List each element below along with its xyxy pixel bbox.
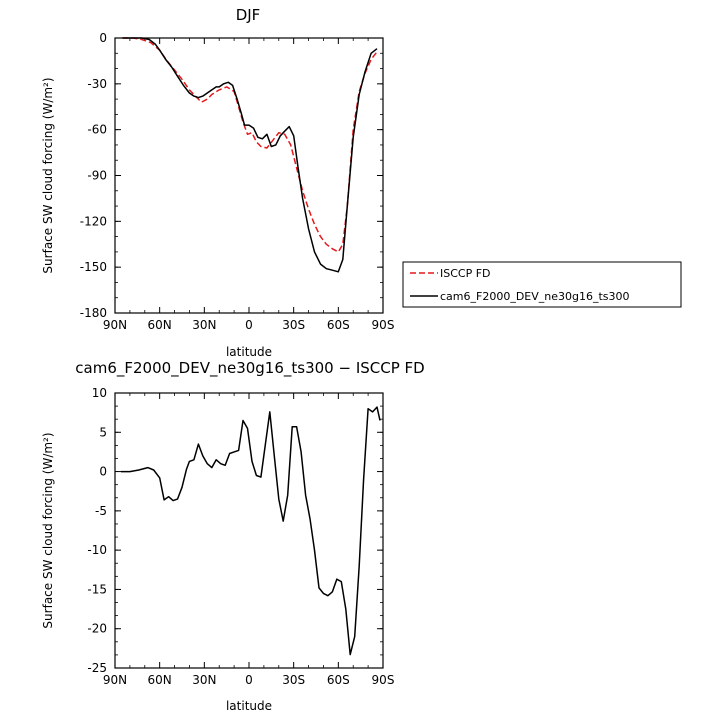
- x-tick-label: 60S: [327, 673, 350, 687]
- x-tick-label: 30S: [282, 673, 305, 687]
- x-tick-label: 90S: [372, 318, 395, 332]
- y-tick-label: -20: [87, 622, 107, 636]
- legend-label: cam6_F2000_DEV_ne30g16_ts300: [440, 290, 630, 303]
- y-tick-label: -180: [80, 306, 107, 320]
- series-line-isccp-fd: [122, 37, 378, 253]
- x-tick-label: 30S: [282, 318, 305, 332]
- x-axis-label: latitude: [226, 345, 272, 359]
- x-tick-label: 0: [245, 673, 253, 687]
- x-tick-label: 60N: [148, 673, 172, 687]
- y-tick-label: -25: [87, 661, 107, 675]
- x-tick-label: 30N: [192, 673, 216, 687]
- x-tick-label: 60N: [148, 318, 172, 332]
- x-tick-label: 0: [245, 318, 253, 332]
- series-line-difference: [121, 406, 381, 656]
- y-axis-label: Surface SW cloud forcing (W/m²): [41, 77, 55, 273]
- y-tick-label: -10: [87, 543, 107, 557]
- y-tick-label: 10: [92, 386, 107, 400]
- x-tick-label: 60S: [327, 318, 350, 332]
- plot-frame: [114, 37, 384, 314]
- series-line-cam6: [122, 37, 378, 273]
- x-tick-label: 90N: [103, 318, 127, 332]
- y-tick-label: 5: [99, 425, 107, 439]
- y-tick-label: 0: [99, 31, 107, 45]
- x-tick-label: 30N: [192, 318, 216, 332]
- y-axis-label: Surface SW cloud forcing (W/m²): [41, 432, 55, 628]
- legend-box: [402, 261, 682, 308]
- y-tick-label: -90: [87, 169, 107, 183]
- y-tick-label: -150: [80, 260, 107, 274]
- y-tick-label: -30: [87, 77, 107, 91]
- y-tick-label: -5: [95, 504, 107, 518]
- panel-bottom-difference: cam6_F2000_DEV_ne30g16_ts300 − ISCCP FD 9…: [41, 359, 425, 713]
- y-tick-label: -120: [80, 214, 107, 228]
- chart-title: cam6_F2000_DEV_ne30g16_ts300 − ISCCP FD: [75, 359, 424, 378]
- x-tick-label: 90S: [372, 673, 395, 687]
- legend: ISCCP FD cam6_F2000_DEV_ne30g16_ts300: [402, 261, 682, 308]
- y-tick-label: -60: [87, 123, 107, 137]
- panel-top-djf: DJF 90N 60N 30N 0 30S 60S 90S 0 -30 -60 -90 -120 -150…: [41, 6, 682, 359]
- y-tick-label: 0: [99, 465, 107, 479]
- x-tick-label: 90N: [103, 673, 127, 687]
- chart-title: DJF: [236, 6, 261, 24]
- y-tick-label: -15: [87, 582, 107, 596]
- legend-label: ISCCP FD: [440, 267, 491, 280]
- x-axis-label: latitude: [226, 699, 272, 713]
